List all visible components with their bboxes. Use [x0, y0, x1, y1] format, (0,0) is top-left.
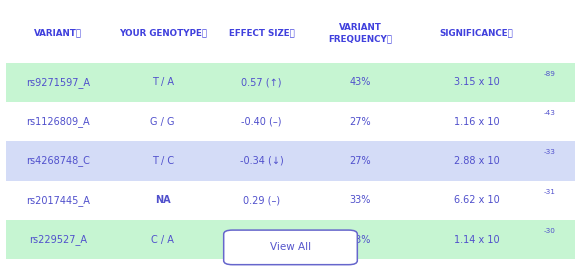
Text: rs2017445_A: rs2017445_A — [26, 195, 90, 206]
Text: 0.28 (↑): 0.28 (↑) — [241, 235, 282, 245]
Text: G / G: G / G — [150, 117, 175, 127]
Text: -33: -33 — [543, 149, 555, 155]
Text: 27%: 27% — [349, 156, 371, 166]
Text: YOUR GENOTYPEⓘ: YOUR GENOTYPEⓘ — [119, 29, 207, 38]
Text: 0.29 (–): 0.29 (–) — [243, 195, 280, 205]
Text: rs229527_A: rs229527_A — [29, 234, 87, 245]
Text: -30: -30 — [543, 228, 555, 234]
Text: -31: -31 — [543, 189, 555, 195]
Text: -89: -89 — [543, 70, 555, 77]
Bar — [6, 220, 575, 259]
Text: SIGNIFICANCEⓘ: SIGNIFICANCEⓘ — [439, 29, 514, 38]
Text: -0.34 (↓): -0.34 (↓) — [239, 156, 284, 166]
Text: VARIANT
FREQUENCYⓘ: VARIANT FREQUENCYⓘ — [328, 23, 392, 43]
Text: 1.14 x 10: 1.14 x 10 — [454, 235, 499, 245]
Text: View All: View All — [270, 242, 311, 252]
Text: VARIANTⓘ: VARIANTⓘ — [34, 29, 82, 38]
Text: rs9271597_A: rs9271597_A — [26, 77, 90, 88]
Bar — [6, 4, 575, 63]
Text: 33%: 33% — [350, 195, 371, 205]
Text: EFFECT SIZEⓘ: EFFECT SIZEⓘ — [228, 29, 295, 38]
Text: -0.40 (–): -0.40 (–) — [241, 117, 282, 127]
Text: T / A: T / A — [152, 77, 174, 87]
FancyBboxPatch shape — [224, 230, 357, 265]
Text: C / A: C / A — [151, 235, 174, 245]
Text: NA: NA — [155, 195, 170, 205]
Text: 1.16 x 10: 1.16 x 10 — [454, 117, 499, 127]
Text: T / C: T / C — [152, 156, 174, 166]
Bar — [6, 181, 575, 220]
Bar — [6, 141, 575, 181]
Text: rs4268748_C: rs4268748_C — [26, 155, 90, 167]
Text: -43: -43 — [543, 110, 555, 116]
Text: 3.15 x 10: 3.15 x 10 — [454, 77, 499, 87]
Text: 0.57 (↑): 0.57 (↑) — [241, 77, 282, 87]
Text: 43%: 43% — [350, 77, 371, 87]
Text: rs1126809_A: rs1126809_A — [26, 116, 90, 127]
Text: 43%: 43% — [350, 235, 371, 245]
Text: 27%: 27% — [349, 117, 371, 127]
Text: 6.62 x 10: 6.62 x 10 — [454, 195, 499, 205]
Bar — [6, 63, 575, 102]
Bar — [6, 102, 575, 141]
Text: 2.88 x 10: 2.88 x 10 — [454, 156, 499, 166]
